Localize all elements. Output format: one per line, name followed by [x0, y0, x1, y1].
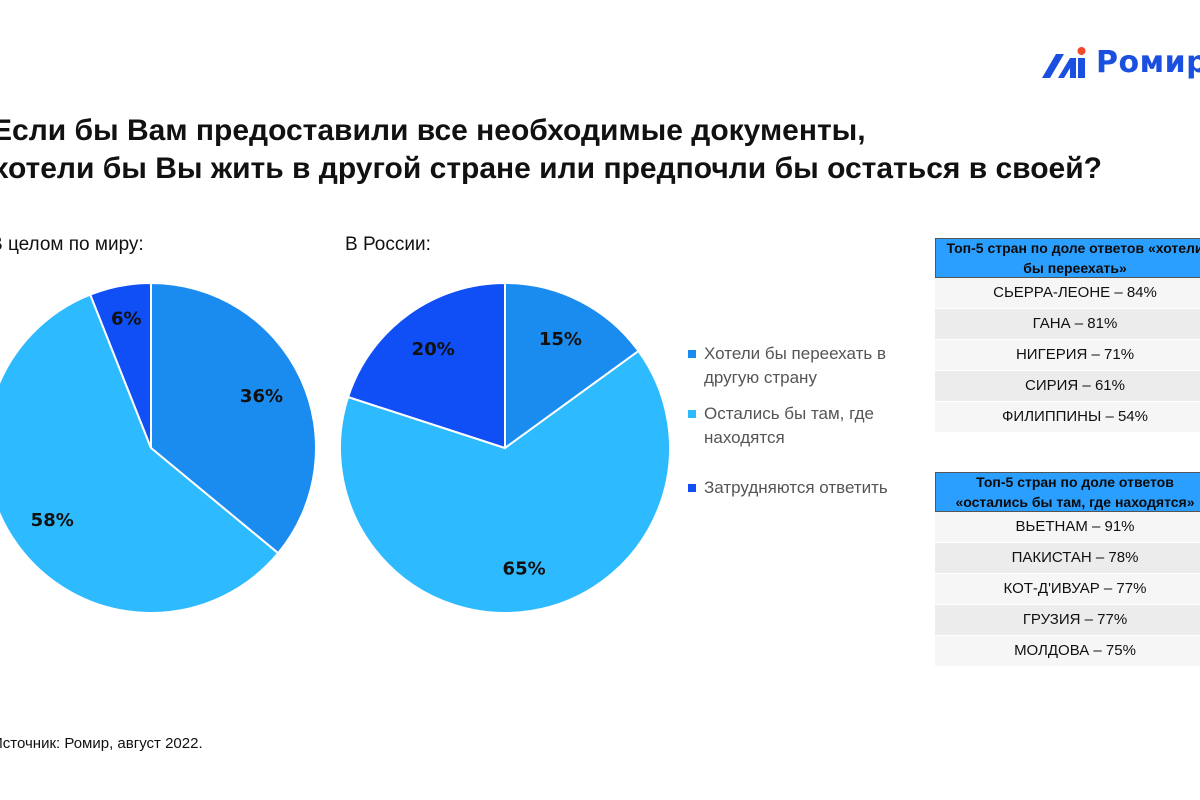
russia-slice-move — [504, 281, 640, 450]
table-row: СЬЕРРА-ЛЕОНЕ – 84% — [935, 278, 1200, 309]
russia-label-stay: 65% — [503, 559, 546, 580]
legend-item-unsure: Затрудняются ответить — [688, 476, 898, 500]
top5-move-table: Топ-5 стран по доле ответов «хотели бы п… — [935, 238, 1200, 433]
brand-logo: Ромир — [1040, 45, 1200, 80]
world-slice-move — [150, 281, 317, 555]
table-row: СИРИЯ – 61% — [935, 371, 1200, 402]
table-row: ГАНА – 81% — [935, 309, 1200, 340]
legend-swatch-unsure — [688, 484, 696, 492]
legend-label-stay: Остались бы там, где находятся — [704, 404, 874, 447]
source-note: Источник: Ромир, август 2022. — [0, 735, 203, 752]
russia-slice-stay — [339, 349, 671, 614]
world-label-move: 36% — [240, 386, 283, 407]
top5-stay-table: Топ-5 стран по доле ответов «остались бы… — [935, 472, 1200, 667]
world-label-unsure: 6% — [111, 308, 142, 329]
legend-item-move: Хотели бы переехать в другую страну — [688, 342, 898, 390]
legend-label-unsure: Затрудняются ответить — [704, 478, 888, 497]
russia-chart-subtitle: В России: — [345, 234, 431, 255]
romir-logo-icon — [1042, 46, 1086, 78]
legend-label-move: Хотели бы переехать в другую страну — [704, 344, 886, 387]
brand-name: Ромир — [1096, 45, 1200, 80]
world-slice-unsure — [88, 281, 152, 449]
russia-pie-chart: 15% 65% 20% — [339, 281, 671, 614]
top5-move-header: Топ-5 стран по доле ответов «хотели бы п… — [935, 238, 1200, 278]
title-line-1: Если бы Вам предоставили все необходимые… — [0, 114, 866, 147]
world-label-stay: 58% — [31, 510, 74, 531]
top5-stay-header: Топ-5 стран по доле ответов «остались бы… — [935, 472, 1200, 512]
russia-label-move: 15% — [539, 329, 582, 350]
page-title: Если бы Вам предоставили все необходимые… — [0, 112, 1172, 188]
russia-slice-unsure — [346, 281, 506, 450]
world-pie-chart: 36% 58% 6% — [0, 281, 317, 614]
table-row: ВЬЕТНАМ – 91% — [935, 512, 1200, 543]
legend-swatch-move — [688, 350, 696, 358]
chart-legend: Хотели бы переехать в другую страну Оста… — [688, 342, 898, 500]
table-row: ПАКИСТАН – 78% — [935, 543, 1200, 574]
russia-label-unsure: 20% — [412, 339, 455, 360]
table-row: ГРУЗИЯ – 77% — [935, 605, 1200, 636]
legend-swatch-stay — [688, 410, 696, 418]
title-line-2: хотели бы Вы жить в другой стране или пр… — [0, 152, 1102, 185]
table-row: КОТ-Д'ИВУАР – 77% — [935, 574, 1200, 605]
table-row: МОЛДОВА – 75% — [935, 636, 1200, 667]
world-slice-stay — [0, 293, 280, 614]
table-row: НИГЕРИЯ – 71% — [935, 340, 1200, 371]
table-row: ФИЛИППИНЫ – 54% — [935, 402, 1200, 433]
legend-item-stay: Остались бы там, где находятся — [688, 402, 898, 450]
world-chart-subtitle: В целом по миру: — [0, 234, 144, 255]
